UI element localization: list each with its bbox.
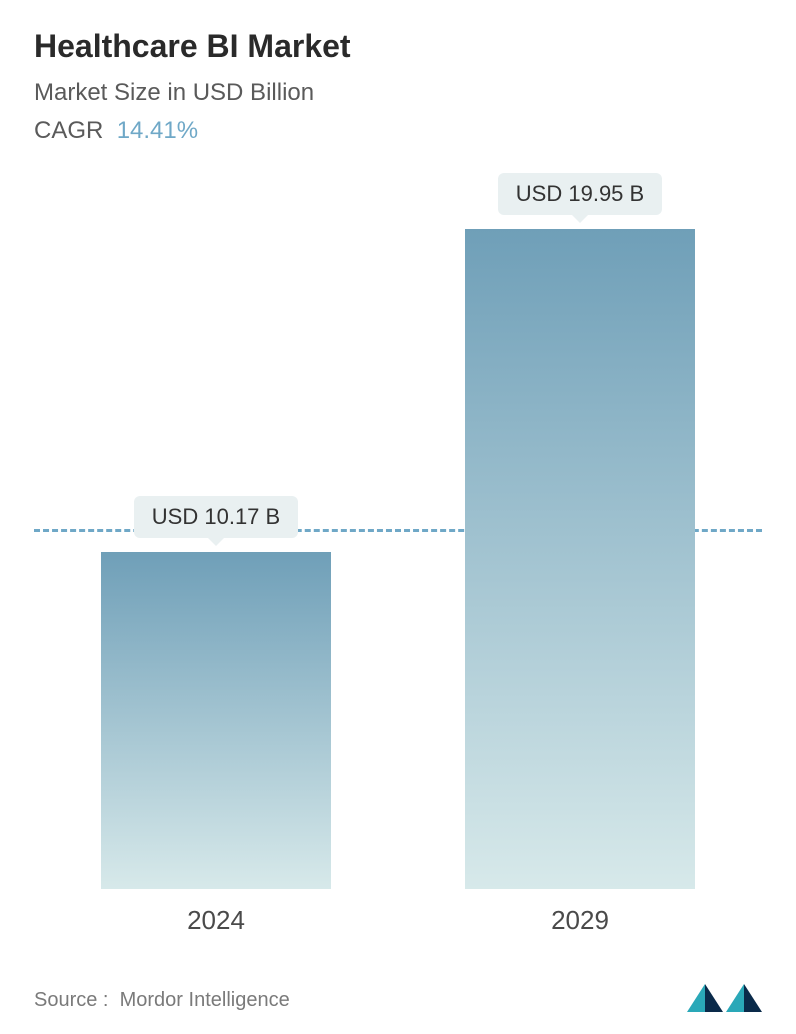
source-name: Mordor Intelligence — [120, 989, 290, 1011]
source-text: Source : Mordor Intelligence — [34, 989, 290, 1012]
chart-subtitle: Market Size in USD Billion — [34, 79, 762, 107]
x-axis-label: 2029 — [430, 905, 730, 936]
bar — [465, 229, 695, 889]
cagr-value: 14.41% — [117, 117, 198, 144]
x-axis-labels: 2024 2029 — [34, 905, 762, 936]
chart-footer: Source : Mordor Intelligence — [34, 984, 762, 1012]
cagr-label: CAGR — [34, 117, 103, 144]
bar-group: USD 19.95 B — [430, 173, 730, 889]
source-label: Source : — [34, 989, 108, 1011]
cagr-line: CAGR 14.41% — [34, 117, 762, 145]
x-axis-label: 2024 — [66, 905, 366, 936]
logo-triangle-icon — [705, 984, 723, 1012]
chart-area: USD 10.17 B USD 19.95 B — [34, 169, 762, 889]
bar — [101, 552, 331, 889]
value-badge: USD 10.17 B — [134, 496, 298, 538]
logo-triangle-icon — [687, 984, 705, 1012]
brand-logo — [687, 984, 762, 1012]
value-badge: USD 19.95 B — [498, 173, 662, 215]
chart-title: Healthcare BI Market — [34, 28, 762, 65]
bar-group: USD 10.17 B — [66, 496, 366, 889]
logo-triangle-icon — [726, 984, 744, 1012]
logo-triangle-icon — [744, 984, 762, 1012]
